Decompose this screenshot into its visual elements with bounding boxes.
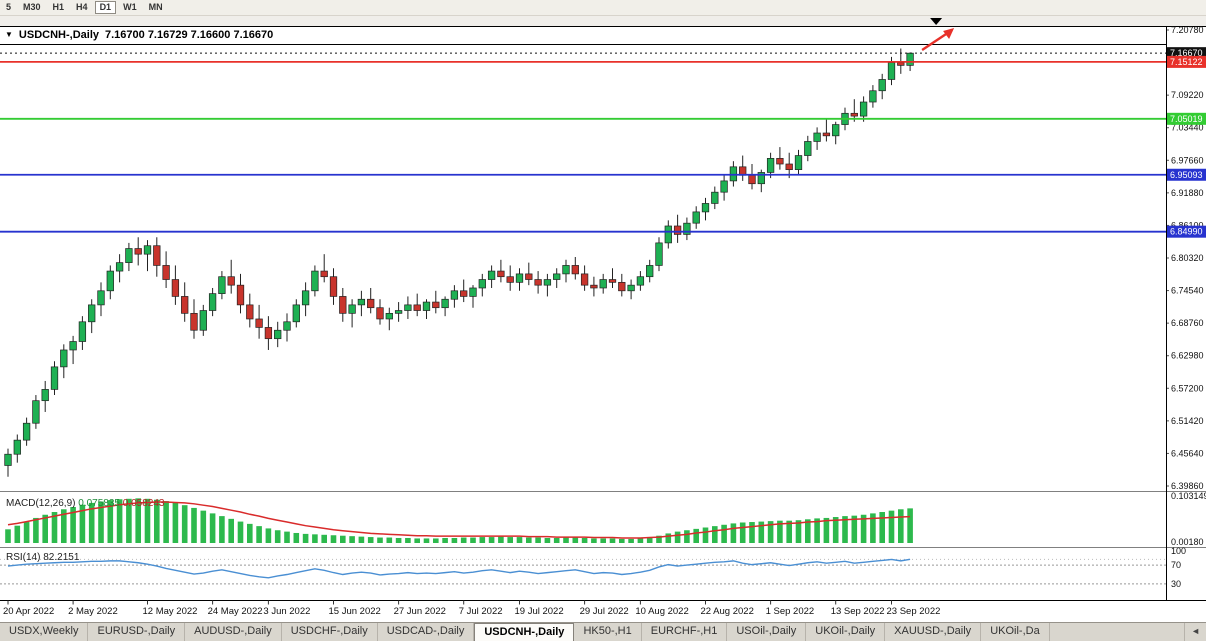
symbol-tab-usdx-weekly[interactable]: USDX,Weekly [0, 623, 89, 641]
svg-text:15 Jun 2022: 15 Jun 2022 [329, 606, 381, 617]
svg-text:20 Apr 2022: 20 Apr 2022 [3, 606, 54, 617]
svg-text:7.05019: 7.05019 [1170, 114, 1203, 124]
timeframe-button-5[interactable]: 5 [1, 1, 16, 14]
svg-text:6.97660: 6.97660 [1171, 155, 1204, 165]
symbol-tab-usdcnh-daily[interactable]: USDCNH-,Daily [474, 623, 575, 641]
svg-text:6.74540: 6.74540 [1171, 286, 1204, 296]
svg-text:2 May 2022: 2 May 2022 [68, 606, 118, 617]
svg-text:19 Jul 2022: 19 Jul 2022 [515, 606, 564, 617]
chart-title-bar: ▼ USDCNH-,Daily 7.16700 7.16729 7.16600 … [5, 29, 273, 41]
svg-text:7.09220: 7.09220 [1171, 90, 1204, 100]
symbol-tab-audusd-daily[interactable]: AUDUSD-,Daily [185, 623, 282, 641]
svg-text:30: 30 [1171, 579, 1181, 589]
symbol-tab-usoil-daily[interactable]: USOil-,Daily [727, 623, 807, 641]
triangle-marker-annotation[interactable] [930, 18, 943, 25]
svg-text:6.51420: 6.51420 [1171, 416, 1204, 426]
timeframe-toolbar: 5 M30 H1 H4 D1 W1 MN [0, 0, 1206, 16]
svg-text:0.00180: 0.00180 [1171, 537, 1204, 547]
svg-text:6.84990: 6.84990 [1170, 227, 1203, 237]
symbol-tab-xauusd-daily[interactable]: XAUUSD-,Daily [885, 623, 982, 641]
svg-text:7.20780: 7.20780 [1171, 25, 1204, 35]
svg-text:13 Sep 2022: 13 Sep 2022 [831, 606, 885, 617]
svg-text:27 Jun 2022: 27 Jun 2022 [394, 606, 446, 617]
svg-text:6.45640: 6.45640 [1171, 448, 1204, 458]
timeframe-button-d1[interactable]: D1 [94, 1, 117, 14]
symbol-tab-eurchf-h1[interactable]: EURCHF-,H1 [642, 623, 728, 641]
svg-text:6.91880: 6.91880 [1171, 188, 1204, 198]
svg-text:6.95093: 6.95093 [1170, 170, 1203, 180]
svg-text:24 May 2022: 24 May 2022 [208, 606, 263, 617]
chart-ohlc-values: 7.16700 7.16729 7.16600 7.16670 [105, 29, 274, 41]
price-axis: 7.20780 7.09220 7.03440 6.97660 6.91880 6.861… [1166, 25, 1204, 491]
svg-text:1 Sep 2022: 1 Sep 2022 [766, 606, 815, 617]
timeframe-button-h4[interactable]: H4 [71, 1, 93, 14]
symbol-dropdown-triangle-icon[interactable]: ▼ [5, 30, 13, 39]
tab-scroll-left-button[interactable]: ◄ [1184, 623, 1206, 641]
svg-text:29 Jul 2022: 29 Jul 2022 [580, 606, 629, 617]
macd-indicator-label: MACD(12,26,9) 0.075835 0.058243 [6, 498, 165, 509]
date-axis: 20 Apr 2022 2 May 2022 12 May 2022 24 May 2… [3, 600, 941, 617]
resistance-line-marker [1167, 55, 1206, 68]
svg-text:10 Aug 2022: 10 Aug 2022 [635, 606, 688, 617]
macd-histogram [5, 498, 913, 543]
svg-text:7.03440: 7.03440 [1171, 123, 1204, 133]
svg-text:6.39860: 6.39860 [1171, 481, 1204, 491]
svg-text:3 Jun 2022: 3 Jun 2022 [263, 606, 310, 617]
svg-text:7.15122: 7.15122 [1170, 57, 1203, 67]
price-lines [0, 52, 1166, 233]
support-line-green-marker [1167, 112, 1206, 125]
svg-text:6.57200: 6.57200 [1171, 383, 1204, 393]
svg-text:100: 100 [1171, 546, 1186, 556]
svg-text:6.86100: 6.86100 [1171, 220, 1204, 230]
macd-signal-line [7, 501, 911, 539]
svg-text:12 May 2022: 12 May 2022 [143, 606, 198, 617]
svg-text:6.80320: 6.80320 [1171, 253, 1204, 263]
timeframe-button-m30[interactable]: M30 [18, 1, 46, 14]
chart-area: 7.20780 7.09220 7.03440 6.97660 6.91880 6.861… [0, 16, 1206, 622]
svg-text:23 Sep 2022: 23 Sep 2022 [887, 606, 941, 617]
support-line-blue-2-marker [1167, 225, 1206, 238]
chart-canvas[interactable]: 7.20780 7.09220 7.03440 6.97660 6.91880 6.861… [0, 16, 1206, 622]
svg-text:7.16670: 7.16670 [1170, 48, 1203, 58]
candlestick-series [4, 48, 914, 477]
trend-arrow-annotation[interactable] [921, 28, 955, 51]
support-line-blue-1-marker [1167, 168, 1206, 181]
timeframe-button-mn[interactable]: MN [144, 1, 168, 14]
symbol-tab-eurusd-daily[interactable]: EURUSD-,Daily [88, 623, 186, 641]
svg-text:6.62980: 6.62980 [1171, 351, 1204, 361]
symbol-tab-ukoil-daily[interactable]: UKOil-,Daily [806, 623, 886, 641]
timeframe-button-h1[interactable]: H1 [48, 1, 70, 14]
svg-text:7 Jul 2022: 7 Jul 2022 [459, 606, 503, 617]
rsi-indicator-label: RSI(14) 82.2151 [6, 552, 80, 563]
svg-text:6.68760: 6.68760 [1171, 318, 1204, 328]
svg-text:70: 70 [1171, 560, 1181, 570]
timeframe-button-w1[interactable]: W1 [118, 1, 142, 14]
svg-text:22 Aug 2022: 22 Aug 2022 [701, 606, 754, 617]
symbol-tab-hk50-h1[interactable]: HK50-,H1 [574, 623, 642, 641]
symbol-tab-ukoil-da[interactable]: UKOil-,Da [981, 623, 1050, 641]
symbol-tab-usdchf-daily[interactable]: USDCHF-,Daily [282, 623, 378, 641]
svg-text:0.103149: 0.103149 [1171, 491, 1206, 501]
symbol-tabbar: USDX,Weekly EURUSD-,Daily AUDUSD-,Daily USD… [0, 622, 1206, 641]
rsi-line [7, 558, 911, 579]
symbol-tab-usdcad-daily[interactable]: USDCAD-,Daily [378, 623, 475, 641]
chart-title: USDCNH-,Daily [18, 29, 99, 41]
